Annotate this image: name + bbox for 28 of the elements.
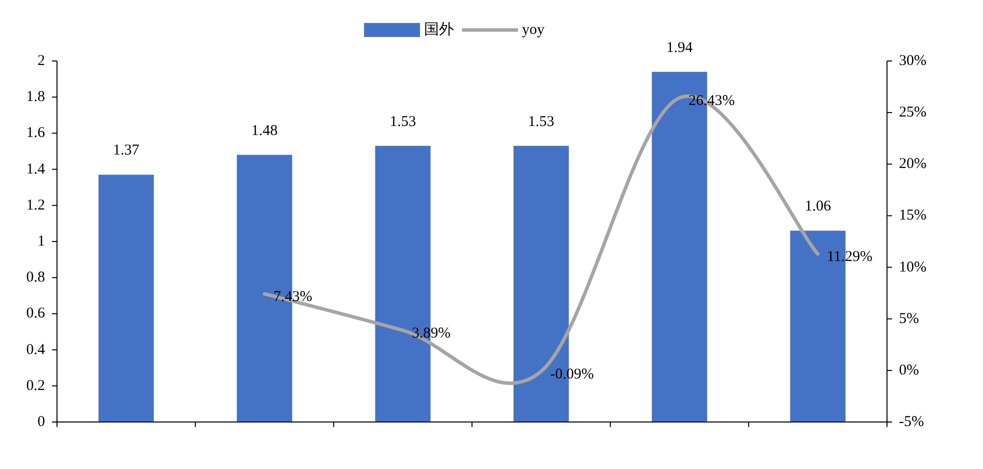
y-tick-label: 0.6 xyxy=(26,306,46,322)
data-label: 1.53 xyxy=(390,114,416,130)
y-tick-label: 1.8 xyxy=(26,89,45,106)
data-label: 1.94 xyxy=(666,40,694,56)
y-tick-label: 0.4 xyxy=(26,342,46,358)
y2-tick-label: 0% xyxy=(899,362,919,378)
y-tick-label: 1 xyxy=(38,234,45,250)
data-label: 1.06 xyxy=(804,198,832,215)
legend-label: yoy xyxy=(522,22,545,38)
y2-tick-label: 20% xyxy=(899,156,926,172)
y2-tick-label: 25% xyxy=(899,104,926,121)
y2-tick-label: 15% xyxy=(899,208,926,224)
bar xyxy=(98,174,154,422)
y-tick-label: 1.2 xyxy=(26,197,45,214)
data-label: 1.53 xyxy=(528,114,554,130)
y-tick-label: 1.6 xyxy=(26,125,46,142)
y2-tick-label: 5% xyxy=(899,310,919,327)
y2-tick-label: -5% xyxy=(899,414,924,430)
legend-label: 国外 xyxy=(424,22,454,38)
data-label: 1.48 xyxy=(251,122,278,139)
y-tick-label: 0.8 xyxy=(26,270,45,286)
y-tick-label: 0 xyxy=(38,414,45,430)
y2-tick-label: 10% xyxy=(899,259,926,276)
y-tick-label: 1.4 xyxy=(26,161,46,178)
y2-tick-label: 30% xyxy=(899,53,926,69)
data-label: 1.37 xyxy=(113,142,140,159)
y-tick-label: 0.2 xyxy=(26,378,45,394)
y-tick-label: 2 xyxy=(38,53,45,69)
